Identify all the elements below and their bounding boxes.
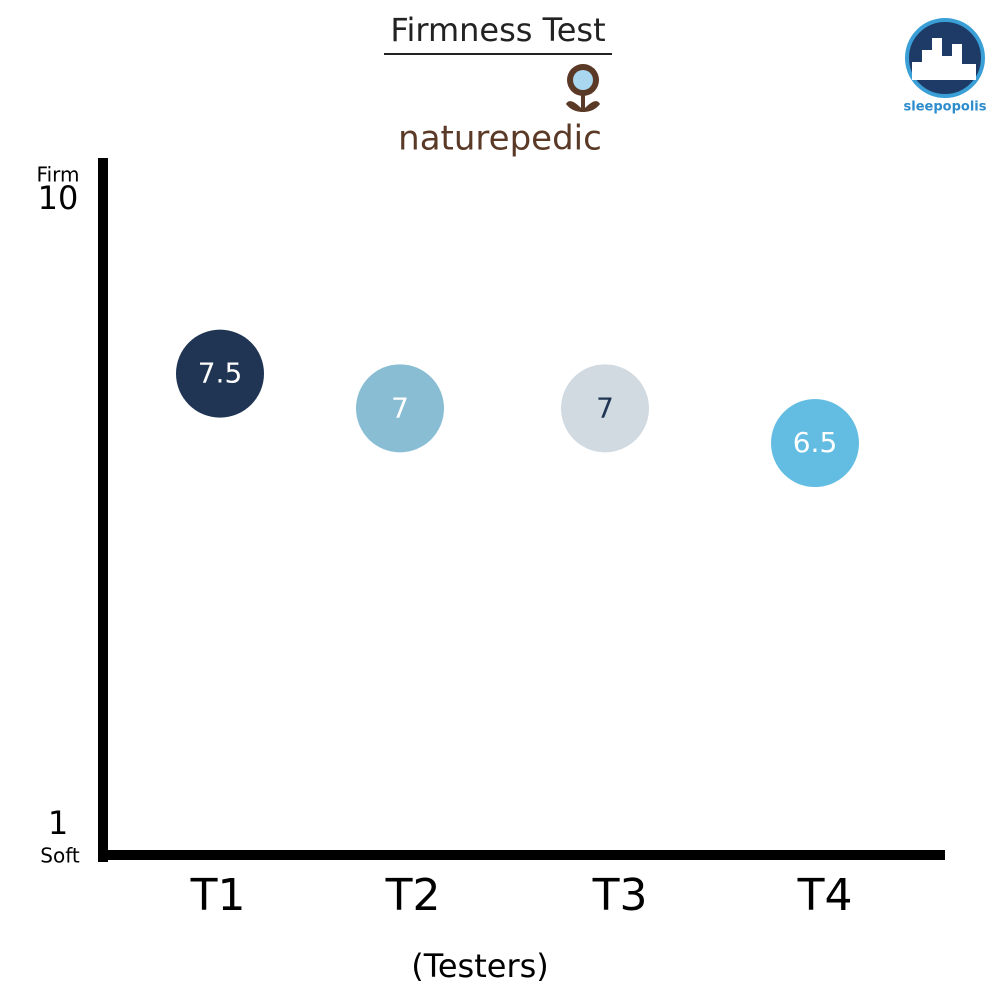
value-label: 7.5	[198, 357, 243, 390]
y-bottom-label: Soft	[40, 844, 80, 868]
chart-title: Firmness Test	[390, 11, 605, 49]
publisher-logo: sleepopolis	[904, 18, 987, 115]
y-top-label: Firm	[37, 163, 80, 187]
x-axis-label: (Testers)	[411, 947, 549, 985]
x-tick-label: T3	[592, 870, 648, 921]
y-tick-label: 1	[48, 804, 68, 842]
bubble	[561, 364, 649, 453]
y-tick-label: 10	[38, 179, 79, 217]
value-label: 6.5	[793, 426, 838, 459]
bubble	[356, 364, 444, 453]
x-tick-label: T2	[385, 870, 441, 921]
publisher-name: sleepopolis	[904, 100, 987, 115]
value-label: 7	[391, 391, 409, 424]
x-tick-label: T1	[190, 870, 246, 921]
brand-logo: naturepedic	[398, 64, 602, 159]
bubble	[771, 399, 859, 488]
bubble	[176, 329, 264, 418]
x-tick-label: T4	[797, 870, 853, 921]
brand-name: naturepedic	[398, 119, 602, 159]
value-label: 7	[596, 391, 614, 424]
